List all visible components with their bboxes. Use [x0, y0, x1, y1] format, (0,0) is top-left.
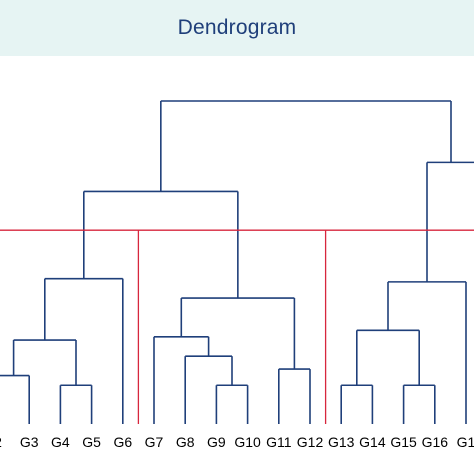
- leaf-label: G13: [328, 434, 355, 450]
- leaf-label: G16: [422, 434, 449, 450]
- cut-lines: [0, 229, 474, 424]
- dendrogram-link-m16: [160, 100, 452, 192]
- leaf-label: G8: [176, 434, 195, 450]
- leaf-label: 2: [0, 434, 2, 450]
- title-band: Dendrogram: [0, 0, 474, 56]
- dendrogram-link-m13: [355, 329, 421, 386]
- leaf-label: G14: [359, 434, 386, 450]
- dendrogram-link-m14: [387, 281, 467, 424]
- leaf-label: G6: [113, 434, 132, 450]
- leaf-label: G3: [20, 434, 39, 450]
- dendrogram-links: [0, 100, 474, 424]
- chart-title: Dendrogram: [177, 16, 297, 39]
- dendrogram-link-m7: [153, 335, 210, 424]
- leaf-label: G7: [145, 434, 164, 450]
- leaf-label: G1: [457, 434, 474, 450]
- dendrogram-link-m6: [184, 355, 233, 424]
- leaf-label: G9: [207, 434, 226, 450]
- dendrogram-link-m9: [180, 297, 296, 370]
- leaf-label: G5: [82, 434, 101, 450]
- leaf-label: G15: [390, 434, 417, 450]
- dendrogram-link-m8: [277, 368, 311, 424]
- leaf-label: G4: [51, 434, 70, 450]
- leaf-label: G11: [266, 434, 292, 450]
- dendrogram-link-m2: [0, 374, 31, 424]
- leaf-label: G10: [234, 434, 261, 450]
- dendrogram-link-m3: [12, 339, 77, 386]
- dendrogram-link-m5: [215, 384, 249, 424]
- dendrogram-link-m11: [340, 384, 374, 424]
- leaf-label: G12: [297, 434, 324, 450]
- dendrogram-link-m4: [43, 277, 124, 424]
- dendrogram-link-m1: [59, 384, 93, 424]
- dendrogram-link-m10: [83, 190, 239, 299]
- dendrogram-link-m12: [402, 384, 436, 424]
